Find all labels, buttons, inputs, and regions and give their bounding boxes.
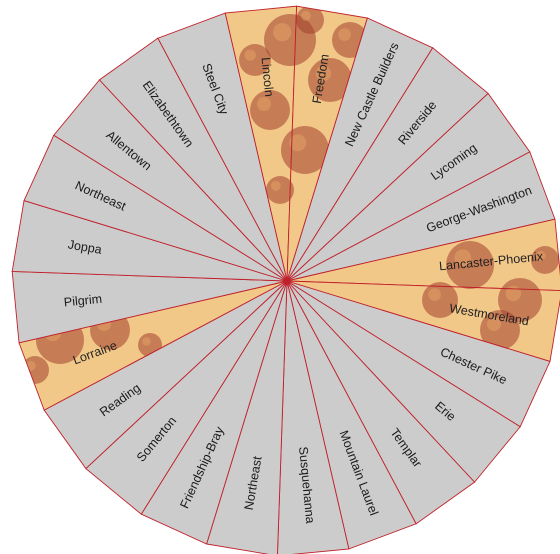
segment-label: Lincoln: [258, 57, 276, 98]
wheel-segment: [157, 12, 288, 282]
wheel-hub: [285, 279, 289, 283]
segment-label: Joppa: [67, 237, 103, 256]
wheel-segments: [11, 5, 560, 554]
segment-label: Pilgrim: [63, 292, 102, 310]
